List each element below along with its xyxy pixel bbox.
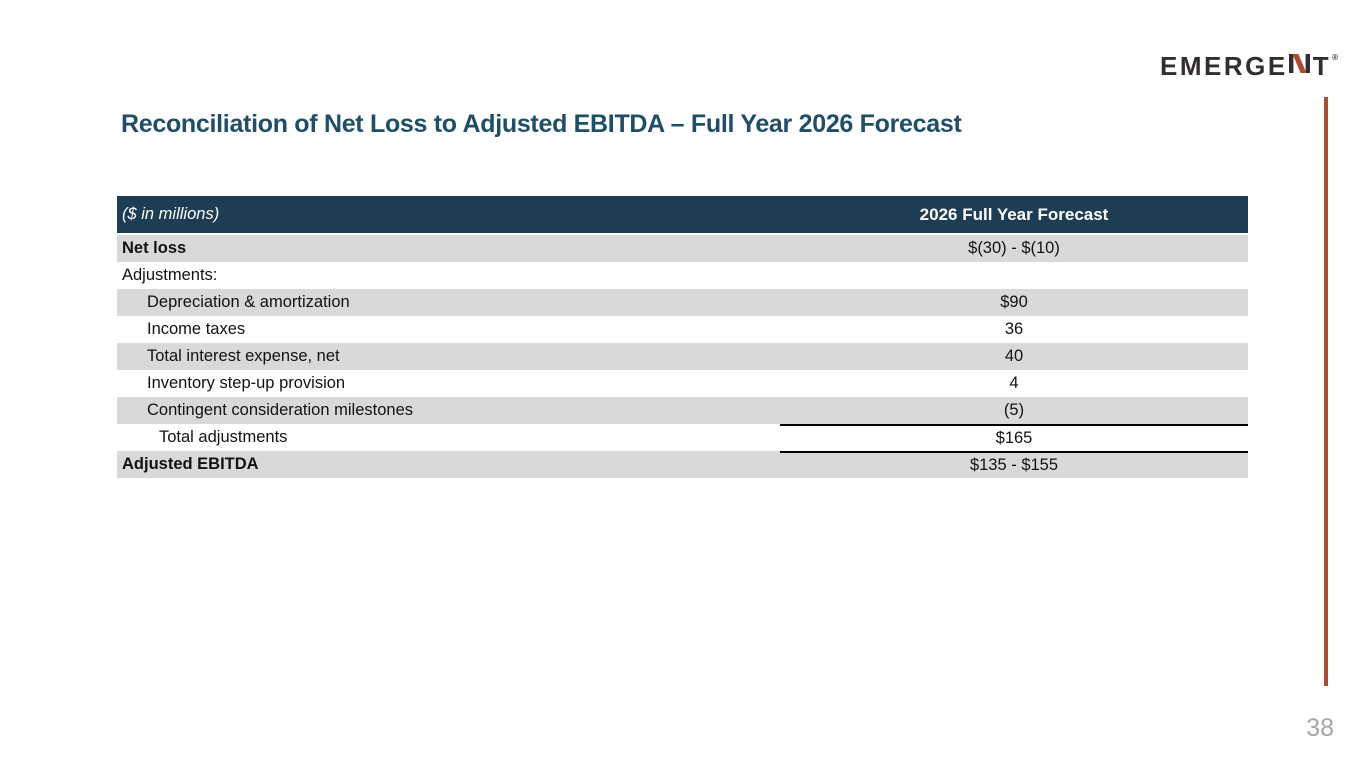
logo-text-before-n: EMERGE — [1160, 51, 1288, 81]
row-label: Total adjustments — [159, 428, 288, 446]
row-label: Inventory step-up provision — [147, 374, 346, 392]
page-title: Reconciliation of Net Loss to Adjusted E… — [121, 110, 962, 138]
row-label: Adjusted EBITDA — [122, 455, 259, 473]
row-value: $90 — [1000, 293, 1028, 311]
row-value: 40 — [1004, 347, 1024, 365]
row-value: $135 - $155 — [780, 451, 1248, 478]
emergent-logo: EMERGE T ® — [1160, 53, 1338, 79]
row-value: (5) — [1003, 401, 1025, 419]
trademark-symbol: ® — [1332, 53, 1338, 62]
logo-text-after-n: T — [1312, 51, 1332, 81]
row-label: Adjustments: — [122, 266, 218, 284]
reconciliation-table: ($ in millions) 2026 Full Year Forecast … — [117, 196, 1248, 478]
table-row: Contingent consideration milestones (5) — [117, 397, 1248, 424]
row-value: $(30) - $(10) — [968, 239, 1060, 257]
logo-n-glyph — [1288, 54, 1310, 73]
table-row: Adjusted EBITDA $135 - $155 — [117, 451, 1248, 478]
row-value: 36 — [1004, 320, 1024, 338]
table-row: Total adjustments $165 — [117, 424, 1248, 451]
table-row: Total interest expense, net 40 — [117, 343, 1248, 370]
accent-vertical-rule — [1324, 97, 1328, 686]
table-row: Depreciation & amortization $90 — [117, 289, 1248, 316]
row-value — [780, 262, 1248, 289]
page-number: 38 — [1306, 714, 1334, 742]
table-header-row: ($ in millions) 2026 Full Year Forecast — [117, 196, 1248, 235]
row-label: Contingent consideration milestones — [147, 401, 413, 419]
row-label: Income taxes — [147, 320, 246, 338]
table-row: Adjustments: — [117, 262, 1248, 289]
row-label: Depreciation & amortization — [147, 293, 350, 311]
table-body: Net loss $(30) - $(10) Adjustments: Depr… — [117, 235, 1248, 478]
table-row: Income taxes 36 — [117, 316, 1248, 343]
table-row: Inventory step-up provision 4 — [117, 370, 1248, 397]
table-row: Net loss $(30) - $(10) — [117, 235, 1248, 262]
row-label: Total interest expense, net — [147, 347, 340, 365]
table-header-units-label: ($ in millions) — [122, 205, 220, 223]
row-value: 4 — [1009, 374, 1019, 392]
row-value: $165 — [780, 424, 1248, 451]
row-label: Net loss — [122, 239, 187, 257]
table-header-forecast-label: 2026 Full Year Forecast — [919, 204, 1109, 224]
